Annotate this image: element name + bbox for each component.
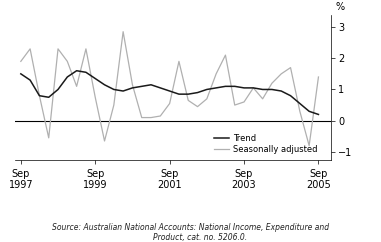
Text: Source: Australian National Accounts: National Income, Expenditure and
        P: Source: Australian National Accounts: Na… <box>52 223 329 242</box>
Legend: Trend, Seasonally adjusted: Trend, Seasonally adjusted <box>214 134 318 154</box>
Text: %: % <box>336 2 345 12</box>
